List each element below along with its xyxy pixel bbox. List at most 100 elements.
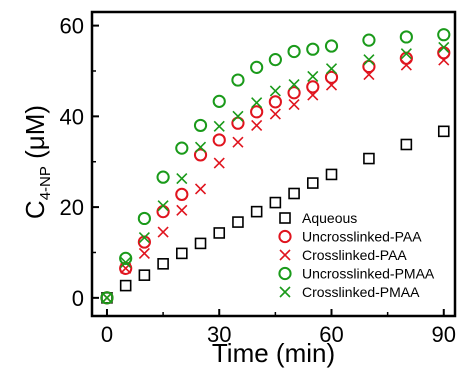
data-point xyxy=(120,256,132,269)
data-point xyxy=(175,187,189,201)
data-point xyxy=(157,200,169,212)
data-point xyxy=(438,54,450,66)
data-point xyxy=(363,152,375,165)
data-point xyxy=(213,120,225,132)
x-axis-title: Time (min) xyxy=(212,338,335,368)
y-tick-label: 60 xyxy=(60,14,84,39)
data-point xyxy=(176,247,188,260)
data-point xyxy=(212,94,226,108)
x-axis-ticks: 0 30 60 90 xyxy=(101,309,456,347)
data-point xyxy=(269,85,281,97)
data-point xyxy=(138,231,150,244)
data-point xyxy=(287,86,301,100)
legend-item: Crosslinked-PAA xyxy=(279,247,407,263)
series-crosslinked-pmaa xyxy=(101,41,450,304)
data-point xyxy=(101,292,113,304)
data-point xyxy=(324,70,339,84)
data-point xyxy=(362,33,376,47)
data-point xyxy=(232,136,244,148)
data-point xyxy=(363,54,375,66)
data-point xyxy=(194,237,207,250)
legend-marker xyxy=(278,266,292,281)
x-tick-label: 60 xyxy=(319,322,343,347)
data-point xyxy=(156,170,170,184)
data-point xyxy=(157,226,169,238)
data-points xyxy=(100,28,451,305)
data-point xyxy=(325,168,338,181)
data-point xyxy=(175,141,189,155)
legend-item: Uncrosslinked-PAA xyxy=(278,229,422,245)
data-point xyxy=(194,141,207,153)
legend-item: Aqueous xyxy=(279,210,357,226)
y-axis-title-unit: (μM) xyxy=(20,105,50,166)
data-point xyxy=(213,157,225,169)
data-point xyxy=(269,196,282,209)
data-point xyxy=(119,251,133,265)
data-point xyxy=(437,125,450,138)
data-point xyxy=(362,59,376,74)
data-point xyxy=(100,291,114,305)
y-tick-label: 0 xyxy=(72,286,84,311)
legend-item: Uncrosslinked-PMAA xyxy=(278,266,435,282)
legend: Aqueous Uncrosslinked-PAA Crosslinked-PAA U… xyxy=(278,210,435,300)
y-tick-label: 20 xyxy=(60,195,84,220)
data-point xyxy=(400,138,413,151)
data-point xyxy=(119,279,132,292)
data-point xyxy=(268,53,282,67)
data-point xyxy=(269,108,281,120)
data-point xyxy=(306,42,320,56)
data-point xyxy=(232,110,244,122)
data-point xyxy=(306,80,320,94)
data-point xyxy=(250,205,263,218)
data-point xyxy=(288,187,300,200)
data-point xyxy=(157,258,169,270)
legend-label: Aqueous xyxy=(302,210,357,226)
data-point xyxy=(193,118,208,133)
data-point xyxy=(287,44,301,59)
data-point xyxy=(213,227,226,239)
data-point xyxy=(250,105,264,119)
legend-label: Uncrosslinked-PMAA xyxy=(302,266,435,282)
data-point xyxy=(307,89,319,101)
legend-label: Uncrosslinked-PAA xyxy=(302,229,422,245)
data-point xyxy=(176,172,188,185)
data-point xyxy=(231,116,245,130)
data-point xyxy=(438,41,450,53)
legend-marker xyxy=(279,286,291,298)
data-point xyxy=(176,204,188,216)
data-point xyxy=(288,79,300,91)
data-point xyxy=(288,98,300,111)
data-point xyxy=(212,133,226,147)
legend-marker xyxy=(279,212,291,224)
y-axis-title: C4-NP (μM) xyxy=(20,105,54,219)
data-point xyxy=(251,97,263,109)
data-point xyxy=(307,70,319,82)
data-point xyxy=(193,148,208,162)
legend-marker xyxy=(278,229,292,244)
data-point xyxy=(137,211,151,226)
data-point xyxy=(268,95,282,109)
plot-frame xyxy=(90,10,457,318)
data-point xyxy=(306,177,319,189)
data-point xyxy=(232,216,244,228)
x-tick-label: 30 xyxy=(207,322,231,347)
x-tick-label: 90 xyxy=(432,322,456,347)
data-point xyxy=(138,247,150,259)
data-point xyxy=(251,119,263,131)
data-point xyxy=(250,60,264,74)
y-axis-ticks: 0 20 40 60 xyxy=(60,14,99,311)
data-point xyxy=(400,48,412,60)
data-point xyxy=(399,30,413,44)
legend-marker xyxy=(279,249,291,261)
legend-label: Crosslinked-PMAA xyxy=(302,284,420,300)
data-point xyxy=(325,63,338,75)
data-point xyxy=(324,39,339,53)
data-point xyxy=(363,69,375,81)
y-axis-title-subscript: 4-NP xyxy=(37,166,54,200)
data-point xyxy=(194,183,207,195)
series-crosslinked-paa xyxy=(101,54,450,304)
y-tick-label: 40 xyxy=(60,104,84,129)
legend-label: Crosslinked-PAA xyxy=(302,247,407,263)
legend-item: Crosslinked-PMAA xyxy=(279,284,420,300)
